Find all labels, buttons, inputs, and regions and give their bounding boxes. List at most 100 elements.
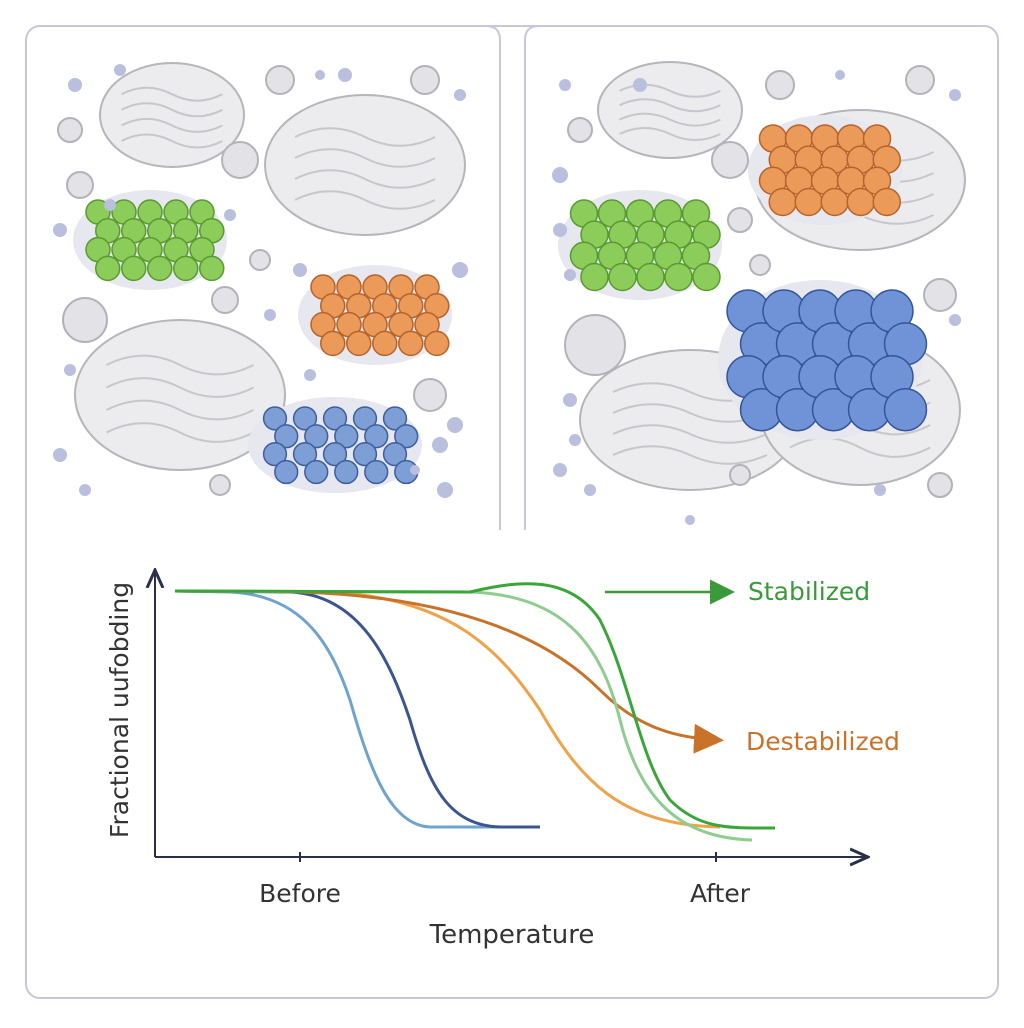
bead <box>447 417 463 433</box>
bead <box>685 515 695 525</box>
bead <box>874 484 886 496</box>
bead <box>437 482 453 498</box>
bead <box>265 65 295 95</box>
cluster-bead <box>334 424 359 449</box>
x-axis-label: Temperature <box>429 920 595 950</box>
x-label: After <box>690 879 751 908</box>
cloud <box>597 61 743 159</box>
curve-light-blue <box>174 589 540 829</box>
cloud <box>264 94 466 236</box>
cluster-bead <box>398 330 424 357</box>
bead <box>454 89 466 101</box>
bead <box>564 269 576 281</box>
cluster-bead <box>352 406 378 431</box>
cluster-bead <box>304 424 329 449</box>
bead <box>209 474 231 496</box>
cluster-bead <box>173 255 199 282</box>
cluster-bead <box>262 406 288 431</box>
cluster-bead <box>322 406 348 431</box>
bead <box>264 309 276 321</box>
bead <box>905 65 935 95</box>
bead <box>304 369 316 381</box>
bead <box>104 199 116 211</box>
cluster-bead <box>304 459 329 485</box>
bead <box>835 70 845 80</box>
cloud-fold <box>294 127 436 147</box>
bead <box>114 64 126 76</box>
bead <box>564 314 626 376</box>
annotation: Destabilized <box>746 727 900 756</box>
cluster-bead <box>147 255 173 282</box>
cluster-bead <box>382 441 408 467</box>
bead <box>729 464 751 486</box>
bead <box>68 78 82 92</box>
bead <box>553 463 567 477</box>
cluster-bead <box>692 262 721 292</box>
bead <box>432 437 448 453</box>
bead <box>749 254 771 276</box>
bead <box>633 78 647 92</box>
cluster-bead <box>199 255 225 282</box>
cluster-bead <box>382 406 408 431</box>
bead <box>293 263 307 277</box>
bead <box>923 278 957 312</box>
bead <box>62 297 108 343</box>
bead <box>949 89 961 101</box>
cluster-bead <box>372 330 398 357</box>
bead <box>211 286 239 314</box>
cloud-fold <box>294 190 436 210</box>
cluster-bead <box>322 441 348 467</box>
bead <box>413 378 447 412</box>
cluster-bead <box>274 459 299 485</box>
bead <box>727 207 753 233</box>
cloud <box>99 62 245 168</box>
cluster-bead <box>883 387 928 432</box>
cluster-bead <box>580 262 609 292</box>
bead <box>221 141 259 179</box>
bead <box>79 484 91 496</box>
panel-divider-right <box>524 25 540 530</box>
bead <box>249 249 271 271</box>
bead <box>567 117 593 143</box>
cloud-fold <box>789 437 931 458</box>
bead <box>765 70 795 100</box>
cloud-fold <box>294 169 436 189</box>
bead <box>563 393 577 407</box>
bead <box>57 117 83 143</box>
x-label: Before <box>259 879 341 908</box>
cloud-fold <box>106 399 254 421</box>
curve-light-green <box>174 589 753 842</box>
cloud-fold <box>294 148 436 168</box>
cloud-fold <box>121 102 223 118</box>
bead <box>711 141 749 179</box>
cluster-bead <box>608 262 637 292</box>
cloud-fold <box>619 112 721 127</box>
cloud-fold <box>121 117 223 133</box>
cluster-bead <box>95 255 121 282</box>
bead <box>452 262 468 278</box>
cluster-bead <box>274 424 299 449</box>
cluster-bead <box>872 187 901 217</box>
cloud-fold <box>612 424 768 444</box>
bead <box>338 68 352 82</box>
cluster-bead <box>346 330 372 357</box>
cluster-bead <box>292 406 318 431</box>
curve-stabilized <box>174 582 776 830</box>
cloud-fold <box>121 133 223 149</box>
cloud-fold <box>619 127 721 141</box>
cluster-bead <box>424 330 450 357</box>
bead <box>949 314 961 326</box>
cluster-bead <box>364 459 389 485</box>
bead <box>584 484 596 496</box>
bead <box>53 448 67 462</box>
bead <box>224 209 236 221</box>
protein-art <box>53 61 966 525</box>
cluster-bead <box>364 424 389 449</box>
cluster-bead <box>664 262 693 292</box>
bead <box>927 472 953 498</box>
bead <box>66 171 94 199</box>
cluster-bead <box>394 424 419 449</box>
cluster-bead <box>262 441 288 467</box>
